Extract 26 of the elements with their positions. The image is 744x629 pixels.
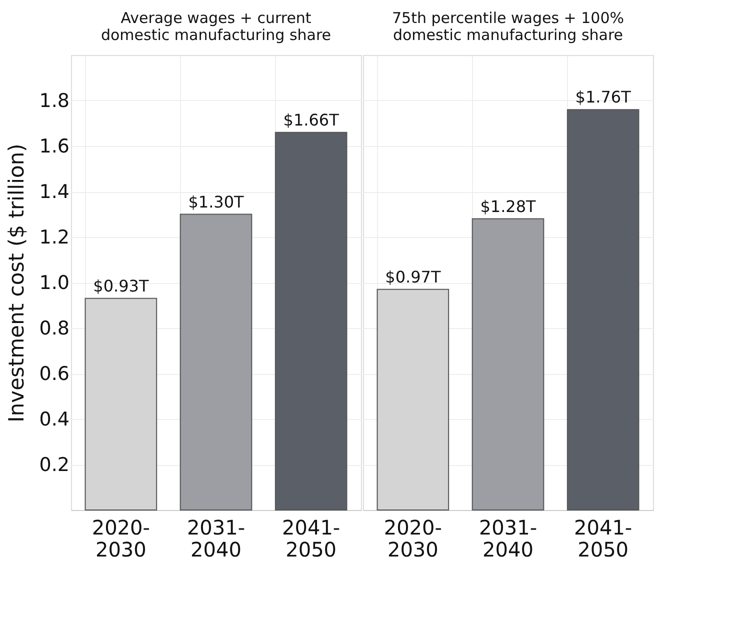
data-label: $0.93T: [93, 276, 149, 296]
x-tick-label: 2020-2030: [92, 516, 150, 562]
y-tick-label: 0.6: [39, 363, 70, 385]
x-tick-label: 2031-2040: [478, 516, 538, 562]
x-tick-label: 2031-2040: [186, 516, 246, 562]
chart-title: Average wages + current domestic manufacturing share: [100, 9, 332, 44]
y-tick-label: 0.2: [39, 454, 70, 476]
data-label: $1.66T: [283, 110, 340, 130]
y-tick-label: 0.4: [39, 408, 70, 430]
y-axis-title: Investment cost ($ trillion): [4, 144, 28, 422]
y-tick-label: 1.2: [39, 226, 70, 248]
data-label: $0.97T: [385, 267, 441, 286]
y-tick-label: 1.6: [39, 136, 70, 158]
data-label: $1.28T: [480, 196, 536, 216]
y-tick-label: 1.4: [39, 181, 70, 203]
y-tick-label: 1.8: [39, 90, 70, 112]
y-tick-label: 0.8: [39, 318, 70, 340]
data-label: $1.30T: [188, 192, 244, 212]
x-tick-label: 2041-2050: [574, 516, 632, 562]
x-tick-label: 2041-2050: [282, 516, 340, 562]
x-tick-label: 2020-2030: [384, 516, 442, 562]
y-tick-label: 1.0: [39, 272, 70, 294]
chart-title: 75th percentile wages + 100% domestic manufacturing share: [392, 9, 624, 44]
data-label: $1.76T: [575, 88, 632, 107]
bar: [274, 132, 348, 510]
bar: [180, 214, 252, 510]
